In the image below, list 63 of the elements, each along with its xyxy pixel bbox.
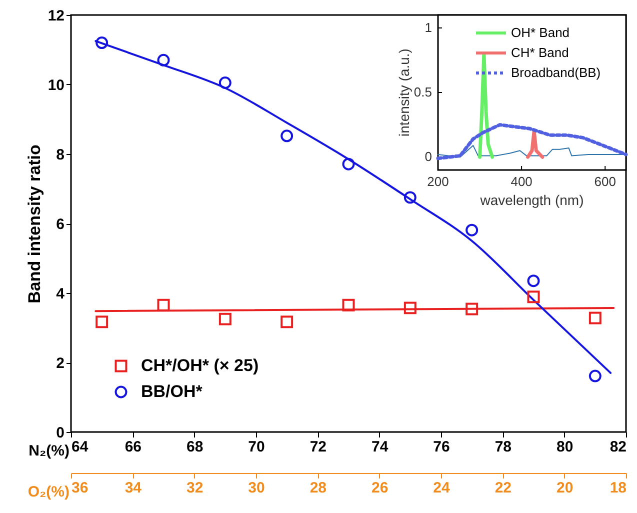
x-tick-label: 400 <box>510 174 532 189</box>
point <box>157 298 170 312</box>
point <box>404 191 416 204</box>
point <box>527 274 540 288</box>
y-tick-label: 10 <box>48 77 64 94</box>
y-tick-label: 4 <box>56 286 66 302</box>
x-axis-title: N₂(%) <box>28 442 70 460</box>
x-tick-label: 64 <box>72 438 89 456</box>
point <box>588 312 602 324</box>
x-tick-label: 76 <box>433 438 450 456</box>
x2-tick-label: 28 <box>310 480 327 496</box>
x2-axis-title: O₂(%) <box>28 484 70 500</box>
point <box>280 130 294 142</box>
x2-tick-label: 34 <box>124 480 142 496</box>
x-tick-label: 68 <box>186 438 204 456</box>
y-tick-label: 2 <box>56 355 64 372</box>
y-tick-label: 0 <box>56 424 64 442</box>
x-tick-label: 72 <box>310 438 327 456</box>
x2-tick-label: 26 <box>371 480 388 496</box>
y-tick-label: 12 <box>48 8 64 24</box>
x2-tick-label: 24 <box>433 480 450 496</box>
x2-tick-label: 22 <box>494 480 512 496</box>
x-tick-label: 600 <box>594 174 616 189</box>
point <box>280 316 294 328</box>
y-tick-label: 1 <box>424 20 432 35</box>
line-series <box>436 123 628 160</box>
point <box>588 370 602 382</box>
point <box>342 298 355 312</box>
x-tick-label: 80 <box>556 438 574 456</box>
x2-tick-label: 36 <box>72 480 88 496</box>
x-axis-title: wavelength (nm) <box>479 192 584 208</box>
x-tick-label: 82 <box>610 438 626 456</box>
x2-tick-label: 20 <box>556 480 574 496</box>
legend-label: OH* Band <box>511 25 570 40</box>
point <box>157 54 170 66</box>
legend-label: BB/OH* <box>141 382 203 401</box>
legend-label: Broadband(BB) <box>511 65 601 80</box>
y-axis-title: intensity (a.u.) <box>396 48 412 136</box>
x2-tick-label: 32 <box>186 480 204 496</box>
x-tick-label: 66 <box>124 438 142 456</box>
y-tick-label: 6 <box>56 216 64 233</box>
x-tick-label: 74 <box>371 438 389 456</box>
point <box>96 36 108 50</box>
point <box>96 316 108 328</box>
point <box>466 224 478 236</box>
legend-label: CH*/OH* (× 25) <box>141 356 259 375</box>
legend-label: CH* Band <box>511 45 569 60</box>
x2-tick-label: 30 <box>248 480 265 496</box>
y-tick-label: 8 <box>56 146 64 164</box>
point <box>218 312 232 326</box>
x-tick-label: 78 <box>494 438 512 456</box>
x2-tick-label: 18 <box>610 480 626 496</box>
line-series <box>478 52 494 159</box>
point <box>342 158 355 170</box>
y-axis-title: Band intensity ratio <box>24 144 44 304</box>
point <box>466 302 478 316</box>
point <box>527 290 540 304</box>
y-tick-label: 0.5 <box>414 84 432 100</box>
x-tick-label: 70 <box>248 438 265 456</box>
y-tick-label: 0 <box>424 149 432 164</box>
x-tick-label: 200 <box>427 174 449 189</box>
point <box>404 302 416 314</box>
point <box>218 76 232 89</box>
